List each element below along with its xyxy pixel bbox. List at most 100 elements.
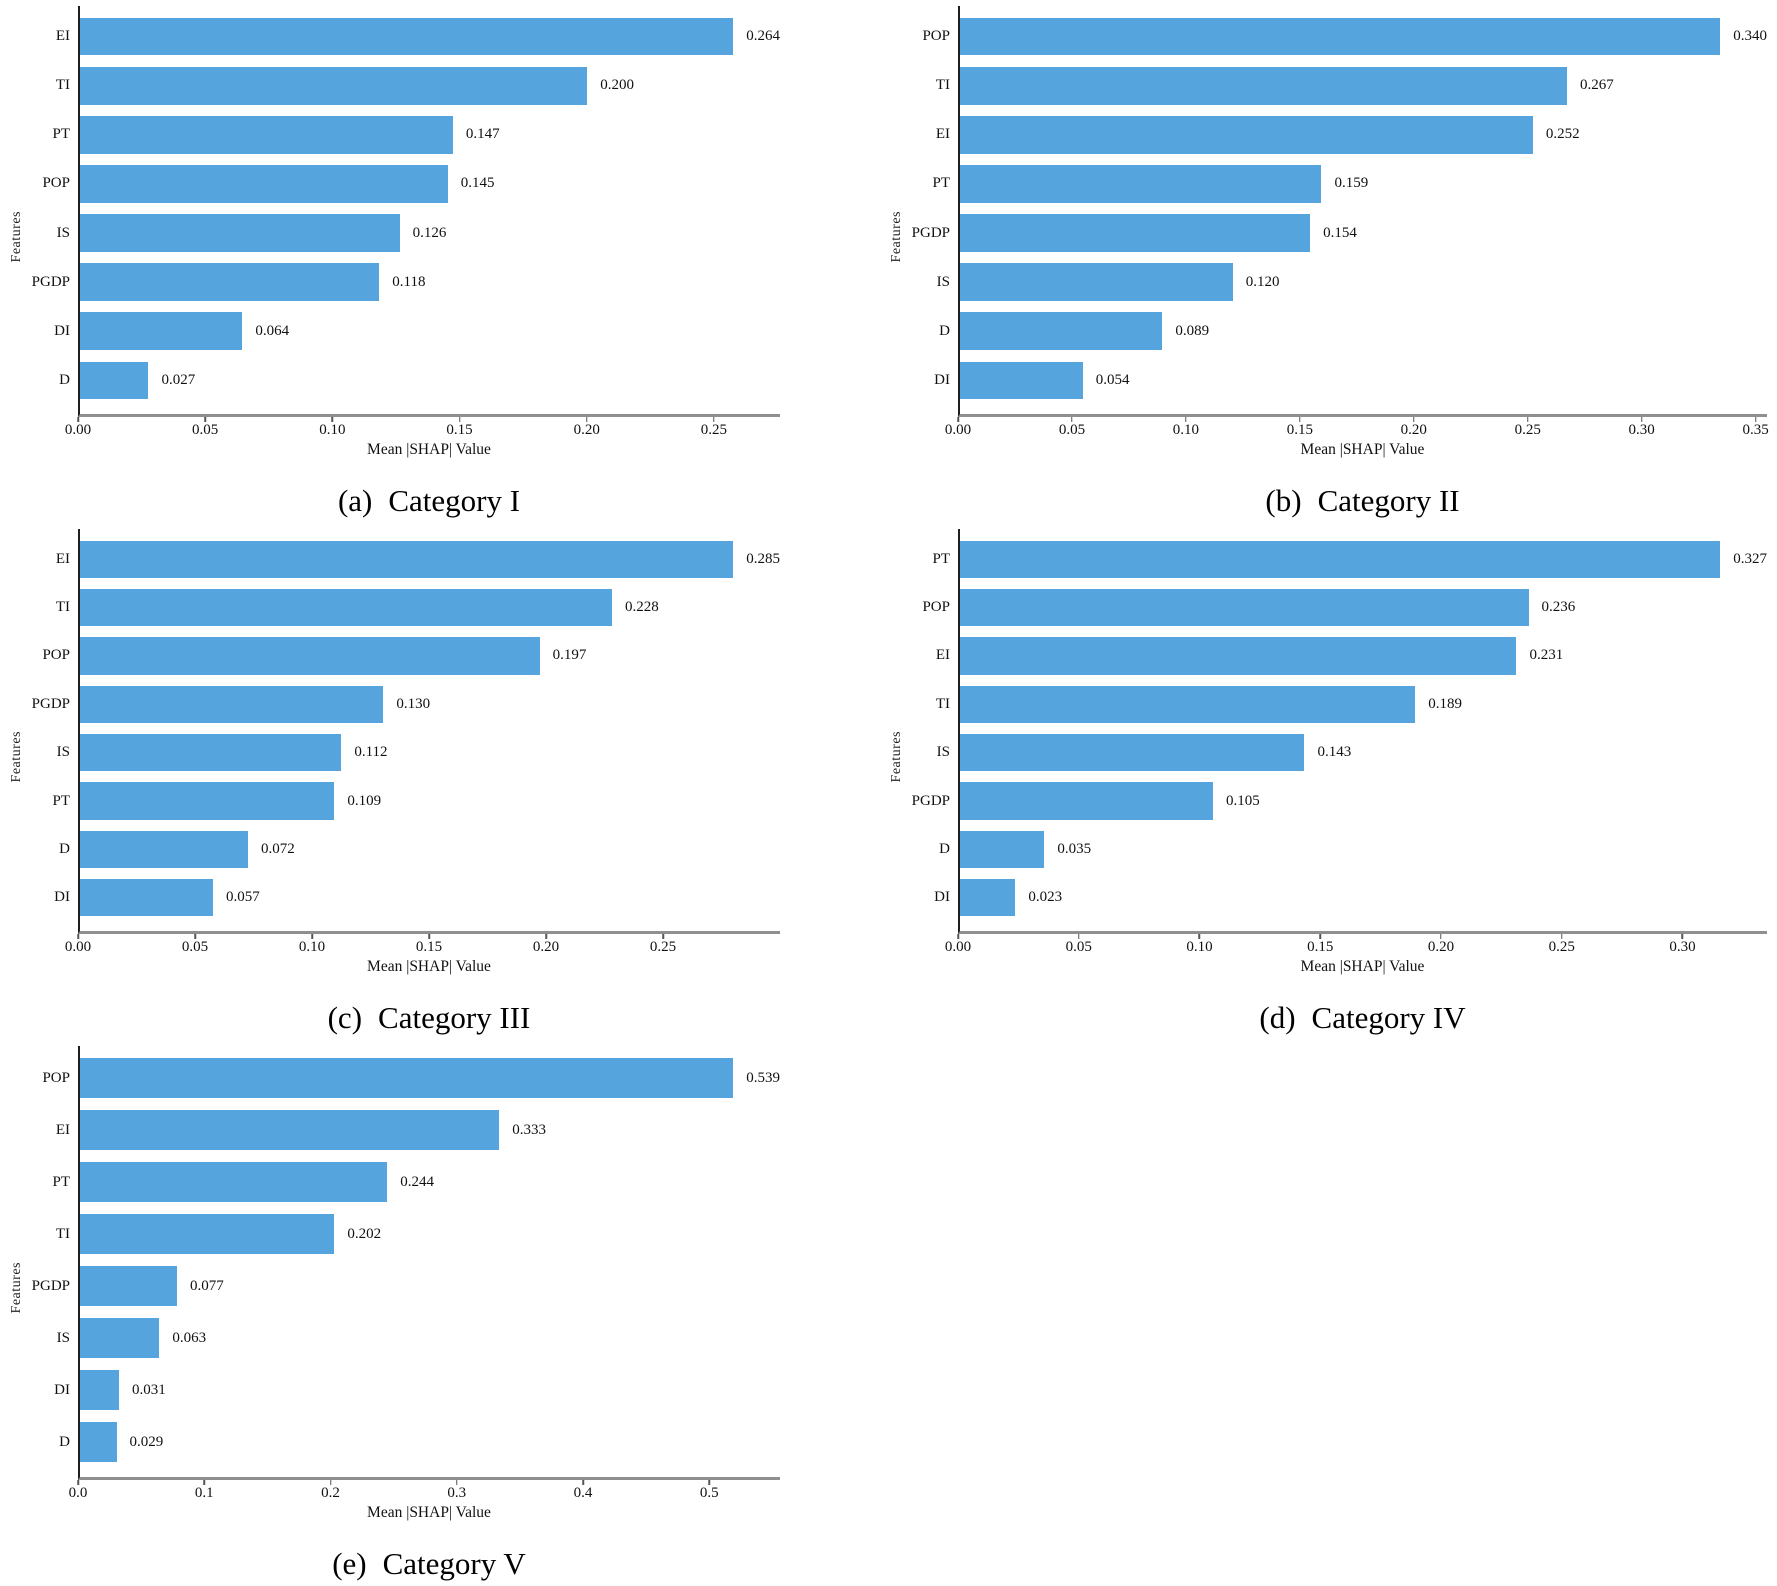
category-label: EI — [935, 126, 950, 143]
y-axis-label: Features — [9, 730, 24, 783]
plot-wrap: EI 0.285 TI 0.228 POP 0.197 PGDP 0.130 IS 0.112 PT… — [32, 529, 780, 984]
bar — [960, 540, 1721, 578]
panel-caption: (a) Category I — [78, 467, 780, 523]
bar — [960, 734, 1305, 772]
bar-row: PT 0.109 — [52, 777, 780, 825]
bar-row: PGDP 0.130 — [32, 680, 780, 728]
bar-row: EI 0.231 — [936, 632, 1767, 680]
bar — [80, 637, 540, 675]
bar — [960, 214, 1311, 252]
category-label: PT — [932, 175, 950, 192]
bar-row: EI 0.264 — [56, 12, 780, 61]
x-axis: 0.00 0.05 0.10 0.15 0.20 0.25 0.30 0.35 — [945, 417, 1769, 441]
bar-value-label: 0.029 — [129, 1433, 164, 1450]
bar-value-label: 0.244 — [400, 1173, 434, 1190]
x-tick-label: 0.10 — [298, 939, 326, 955]
category-label: TI — [935, 77, 950, 94]
bar-value-label: 0.145 — [460, 175, 495, 192]
bar-value-label: 0.027 — [161, 371, 196, 388]
bar-row: TI 0.228 — [56, 583, 780, 631]
x-tick-mark — [545, 934, 547, 939]
bar-row: IS 0.063 — [57, 1312, 780, 1364]
bar — [960, 263, 1233, 302]
bar-value-label: 0.200 — [600, 77, 634, 94]
category-label: DI — [54, 889, 70, 906]
bar-value-label: 0.054 — [1095, 371, 1130, 388]
bar-value-label: 0.252 — [1545, 126, 1580, 143]
category-label: PGDP — [911, 792, 950, 809]
bar — [960, 115, 1533, 154]
bar-row: EI 0.285 — [56, 535, 780, 583]
x-tick-label: 0.10 — [1186, 939, 1213, 955]
bar-value-label: 0.264 — [746, 28, 780, 45]
bar-chart-panel-e: Features POP 0.539 EI 0.333 PT 0.244 TI 0.202 PG… — [0, 1040, 800, 1586]
x-tick-label: 0.10 — [1172, 422, 1199, 438]
bar-value-label: 0.333 — [512, 1121, 546, 1138]
category-label: DI — [54, 1381, 70, 1398]
category-label: DI — [934, 371, 950, 388]
category-label: IS — [56, 744, 70, 761]
x-tick-label: 0.0 — [68, 1485, 88, 1501]
caption-prefix: (c) — [327, 1000, 363, 1035]
x-tick-label: 0.00 — [64, 939, 92, 955]
bar — [960, 782, 1213, 820]
category-label: PT — [52, 1173, 70, 1190]
x-tick-mark — [1319, 934, 1321, 939]
bar — [80, 1213, 335, 1255]
x-tick-mark — [203, 1480, 205, 1485]
bar-row: D 0.089 — [939, 307, 1767, 356]
category-label: POP — [42, 175, 70, 192]
x-tick-mark — [1299, 417, 1301, 422]
x-tick-label: 0.00 — [64, 422, 92, 438]
category-label: TI — [935, 695, 950, 712]
bar-row: D 0.072 — [59, 825, 780, 873]
x-axis-label: Mean |SHAP| Value — [1300, 958, 1425, 975]
bar — [80, 1109, 500, 1151]
bar — [960, 17, 1721, 56]
x-tick-mark — [1071, 417, 1073, 422]
x-tick-label: 0.05 — [1058, 422, 1086, 438]
bar-value-label: 0.130 — [396, 695, 431, 712]
bar-value-label: 0.063 — [172, 1329, 207, 1346]
x-tick-mark — [194, 934, 196, 939]
category-label: IS — [56, 224, 70, 241]
caption-prefix: (e) — [332, 1546, 367, 1581]
bar — [80, 1265, 177, 1307]
panel-caption: (c) Category III — [78, 984, 780, 1040]
x-tick-label: 0.1 — [194, 1485, 214, 1501]
x-axis: 0.0 0.1 0.2 0.3 0.4 0.5 — [69, 1480, 780, 1504]
plot-area: EI 0.285 TI 0.228 POP 0.197 PGDP 0.130 IS 0.112 PT… — [32, 529, 780, 934]
x-tick-label: 0.3 — [447, 1485, 467, 1501]
x-tick-label: 0.20 — [1427, 939, 1455, 955]
x-tick-mark — [458, 417, 461, 422]
bar-value-label: 0.143 — [1317, 744, 1352, 761]
bar-row: TI 0.189 — [936, 680, 1767, 728]
bar-row: TI 0.200 — [56, 61, 780, 110]
bar-row: DI 0.031 — [54, 1364, 780, 1416]
panel-caption: (e) Category V — [78, 1530, 780, 1586]
bar-value-label: 0.072 — [261, 840, 295, 857]
x-axis: 0.00 0.05 0.10 0.15 0.20 0.25 0.30 — [945, 934, 1767, 958]
x-axis-label: Mean |SHAP| Value — [1300, 441, 1425, 458]
bar — [960, 361, 1083, 400]
panel-caption: (b) Category II — [958, 467, 1767, 523]
x-tick-mark — [428, 934, 430, 939]
category-label: POP — [42, 1069, 70, 1086]
bar-value-label: 0.077 — [189, 1277, 224, 1294]
bar — [80, 263, 380, 302]
bar-value-label: 0.064 — [255, 322, 290, 339]
category-label: PT — [932, 550, 950, 567]
x-tick-label: 0.25 — [1548, 939, 1575, 955]
bar-row: PT 0.327 — [932, 535, 1767, 583]
x-tick-mark — [585, 417, 588, 422]
y-axis-label-box: Features — [888, 6, 906, 467]
bar-value-label: 0.089 — [1175, 322, 1210, 339]
bar — [80, 879, 213, 917]
category-label: D — [59, 1433, 70, 1450]
bar — [960, 637, 1517, 675]
bar-row: PT 0.159 — [932, 159, 1767, 208]
bar — [80, 214, 400, 252]
category-label: POP — [922, 599, 950, 616]
x-tick-label: 0.10 — [319, 422, 346, 438]
